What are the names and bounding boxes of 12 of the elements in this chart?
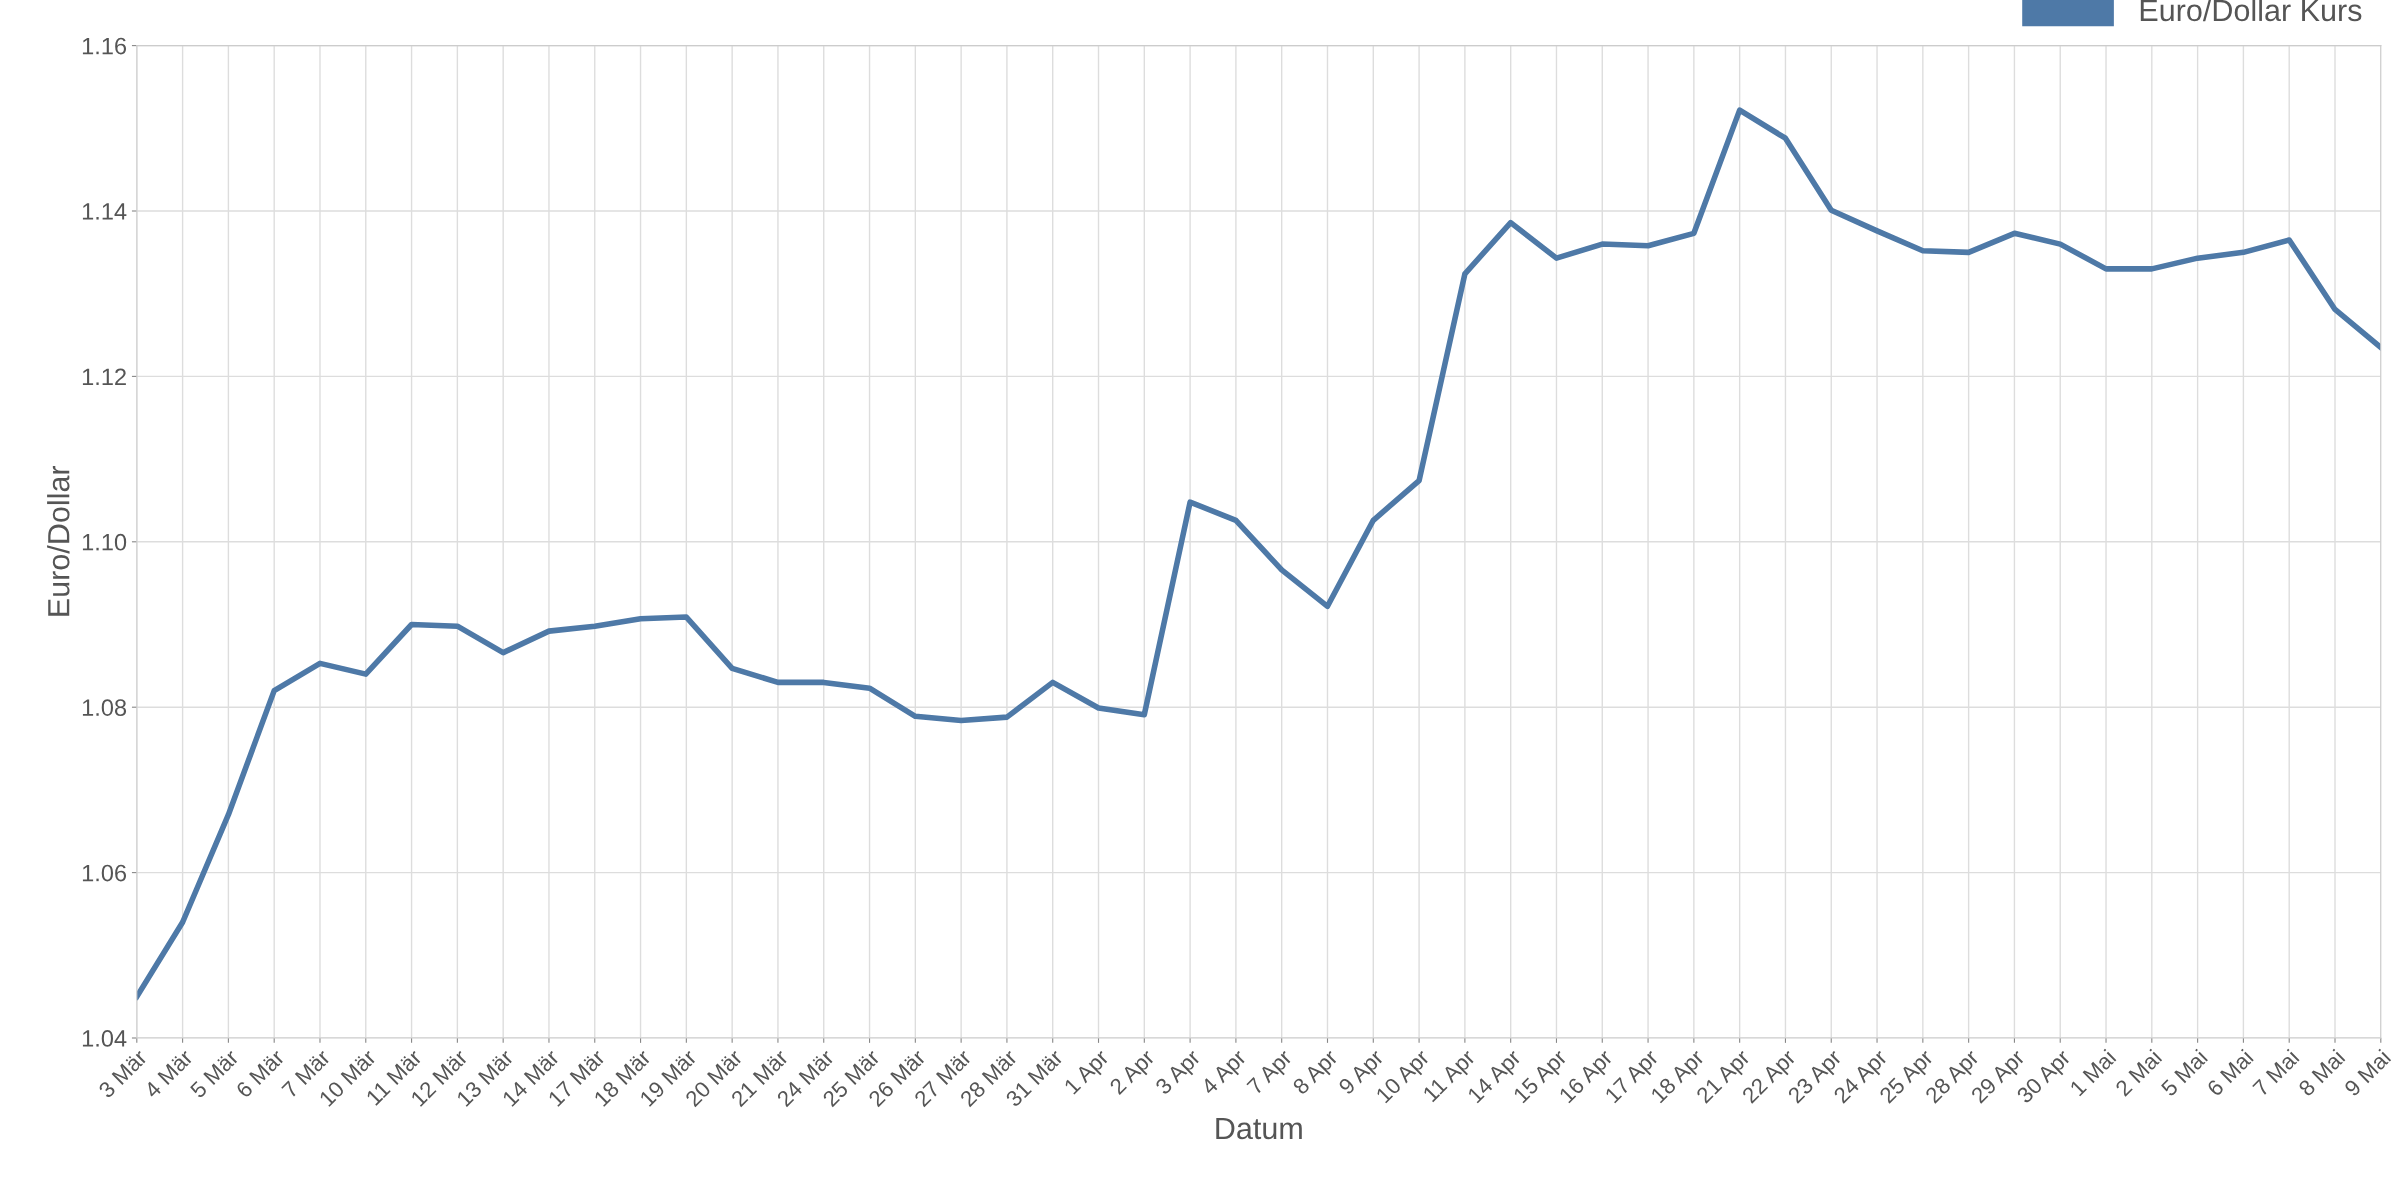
y-tick-label: 1.12 <box>82 368 126 385</box>
y-tick-label: 1.14 <box>82 203 127 220</box>
y-tick-label: 1.16 <box>82 37 127 55</box>
y-tick-label: 1.10 <box>82 533 127 551</box>
y-axis-title: Euro/Dollar <box>47 465 70 616</box>
y-tick-label: 1.08 <box>82 699 127 716</box>
y-tick-label: 1.06 <box>82 864 127 882</box>
x-tick-label: 1 Mai <box>2068 1048 2117 1097</box>
x-tick-label: 3 Apr <box>1154 1048 1205 1099</box>
y-tick-label: 1.04 <box>82 1030 127 1047</box>
x-axis-title: Datum <box>1216 1117 1302 1140</box>
x-tick-label: 3 Mär <box>97 1048 149 1099</box>
